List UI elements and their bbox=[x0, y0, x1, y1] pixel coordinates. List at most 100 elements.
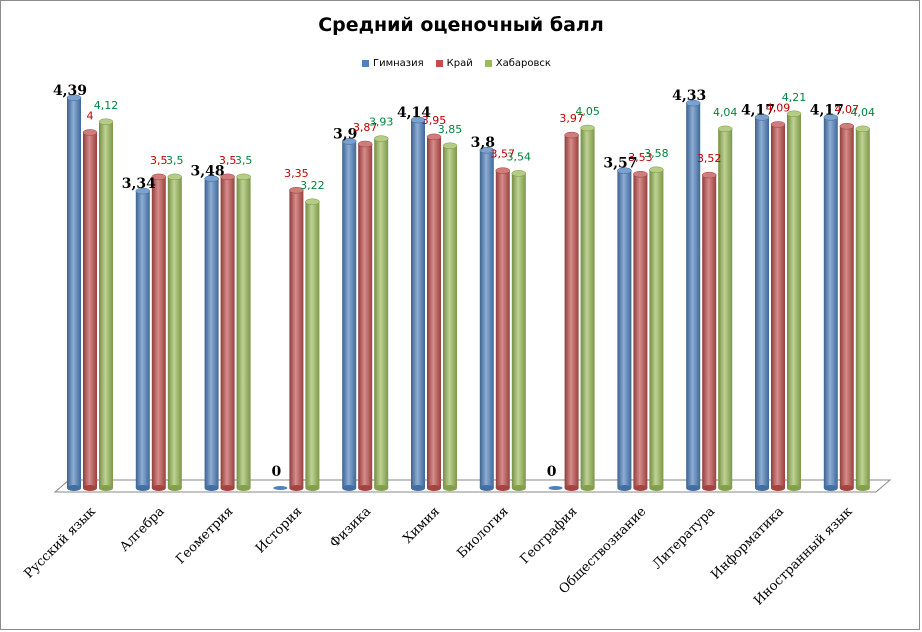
legend-label: Край bbox=[446, 57, 473, 69]
data-label: 3,97 bbox=[559, 112, 584, 125]
bar-cap bbox=[135, 187, 151, 195]
bar-cap bbox=[511, 170, 527, 177]
data-label: 3,87 bbox=[353, 121, 378, 134]
bar-base bbox=[839, 485, 854, 491]
bar-base bbox=[411, 485, 425, 491]
category-label: Физика bbox=[327, 504, 374, 551]
legend-item-khabarovsk: Хабаровск bbox=[484, 57, 551, 69]
bar-cap bbox=[98, 118, 114, 126]
bar-cap bbox=[633, 170, 648, 178]
data-label: 4,17 bbox=[810, 102, 844, 118]
data-label: 0 bbox=[547, 464, 557, 480]
bar-base bbox=[580, 485, 595, 491]
bar-base bbox=[135, 485, 150, 491]
bar-cap bbox=[426, 133, 442, 141]
bar bbox=[67, 97, 81, 489]
bar bbox=[564, 135, 579, 488]
bar bbox=[167, 176, 182, 488]
bar-cap bbox=[855, 125, 871, 133]
bar-base bbox=[686, 485, 701, 491]
bar-base bbox=[617, 485, 632, 491]
bar-cap bbox=[151, 173, 167, 181]
bar-cap bbox=[495, 167, 511, 174]
data-label: 3,95 bbox=[422, 114, 447, 127]
category-label: Русский язык bbox=[22, 504, 99, 581]
data-label: 0 bbox=[272, 464, 282, 480]
data-label: 4,21 bbox=[782, 91, 807, 104]
bar-cap bbox=[839, 122, 855, 130]
bar bbox=[755, 117, 769, 488]
bar bbox=[495, 170, 510, 488]
data-label: 3,9 bbox=[333, 126, 357, 142]
data-label: 3,22 bbox=[300, 179, 325, 192]
bar bbox=[511, 173, 526, 489]
bar-base bbox=[855, 485, 870, 491]
data-label: 3,54 bbox=[507, 150, 532, 163]
bar bbox=[236, 176, 251, 488]
bar-cap bbox=[373, 135, 389, 142]
bar bbox=[479, 150, 494, 488]
data-label: 3,93 bbox=[369, 116, 394, 129]
bar-base bbox=[495, 485, 510, 491]
bar-cap bbox=[770, 121, 786, 128]
bar-base bbox=[702, 485, 717, 491]
bar bbox=[839, 126, 854, 488]
bar-cap bbox=[357, 140, 373, 148]
legend-label: Хабаровск bbox=[495, 57, 551, 69]
category-label: Информатика bbox=[708, 504, 787, 583]
data-label: 3,48 bbox=[191, 164, 225, 180]
bar-cap bbox=[204, 175, 219, 182]
data-label: 4,04 bbox=[713, 106, 738, 119]
data-label: 3,53 bbox=[628, 151, 653, 164]
bar bbox=[787, 113, 801, 489]
bar-base bbox=[167, 485, 182, 491]
bar-cap bbox=[754, 114, 770, 121]
data-label: 3,34 bbox=[122, 176, 156, 192]
bar-base bbox=[649, 485, 664, 491]
bar-base bbox=[771, 485, 785, 491]
bar-base bbox=[99, 485, 113, 491]
bar-base bbox=[83, 485, 97, 491]
bar bbox=[633, 174, 648, 488]
data-label: 3,57 bbox=[603, 156, 637, 172]
data-label: 4,33 bbox=[672, 88, 706, 104]
bar-cap bbox=[786, 110, 802, 118]
bar-base bbox=[358, 485, 373, 491]
bar-cap bbox=[564, 131, 579, 139]
category-label: Биология bbox=[454, 504, 511, 561]
data-label: 4,04 bbox=[851, 106, 876, 119]
bar bbox=[358, 144, 373, 488]
bar-base bbox=[236, 485, 251, 491]
bar-cap bbox=[701, 171, 717, 179]
chart-title: Средний оценочный балл bbox=[318, 14, 604, 36]
data-label: 4,17 bbox=[741, 102, 775, 118]
category-label: Химия bbox=[400, 504, 442, 546]
category-label: География bbox=[517, 504, 580, 567]
data-label: 3,58 bbox=[644, 147, 669, 160]
bar bbox=[151, 176, 166, 488]
bar-cap bbox=[479, 146, 495, 154]
bar-cap bbox=[289, 186, 304, 194]
bar-cap bbox=[82, 129, 98, 136]
bar-base bbox=[787, 485, 801, 491]
bar-base bbox=[755, 485, 769, 491]
bar-base bbox=[342, 485, 357, 491]
category-label: Алгебра bbox=[117, 504, 168, 555]
chart-floor bbox=[53, 479, 892, 493]
bar bbox=[686, 103, 701, 488]
data-label: 4,14 bbox=[397, 105, 431, 121]
bar bbox=[427, 136, 441, 488]
bar-cap bbox=[341, 138, 357, 145]
bar-base bbox=[479, 485, 494, 491]
bar-base bbox=[204, 485, 219, 491]
bar-base bbox=[443, 485, 457, 491]
bar-cap bbox=[685, 99, 701, 107]
bar bbox=[342, 141, 357, 489]
data-label: 3,52 bbox=[697, 152, 722, 165]
data-label: 3,35 bbox=[284, 167, 309, 180]
legend-swatch bbox=[362, 59, 369, 67]
bar-cap bbox=[236, 173, 251, 181]
bar bbox=[617, 170, 632, 488]
data-label: 4,07 bbox=[835, 103, 860, 116]
legend-swatch bbox=[484, 59, 492, 67]
